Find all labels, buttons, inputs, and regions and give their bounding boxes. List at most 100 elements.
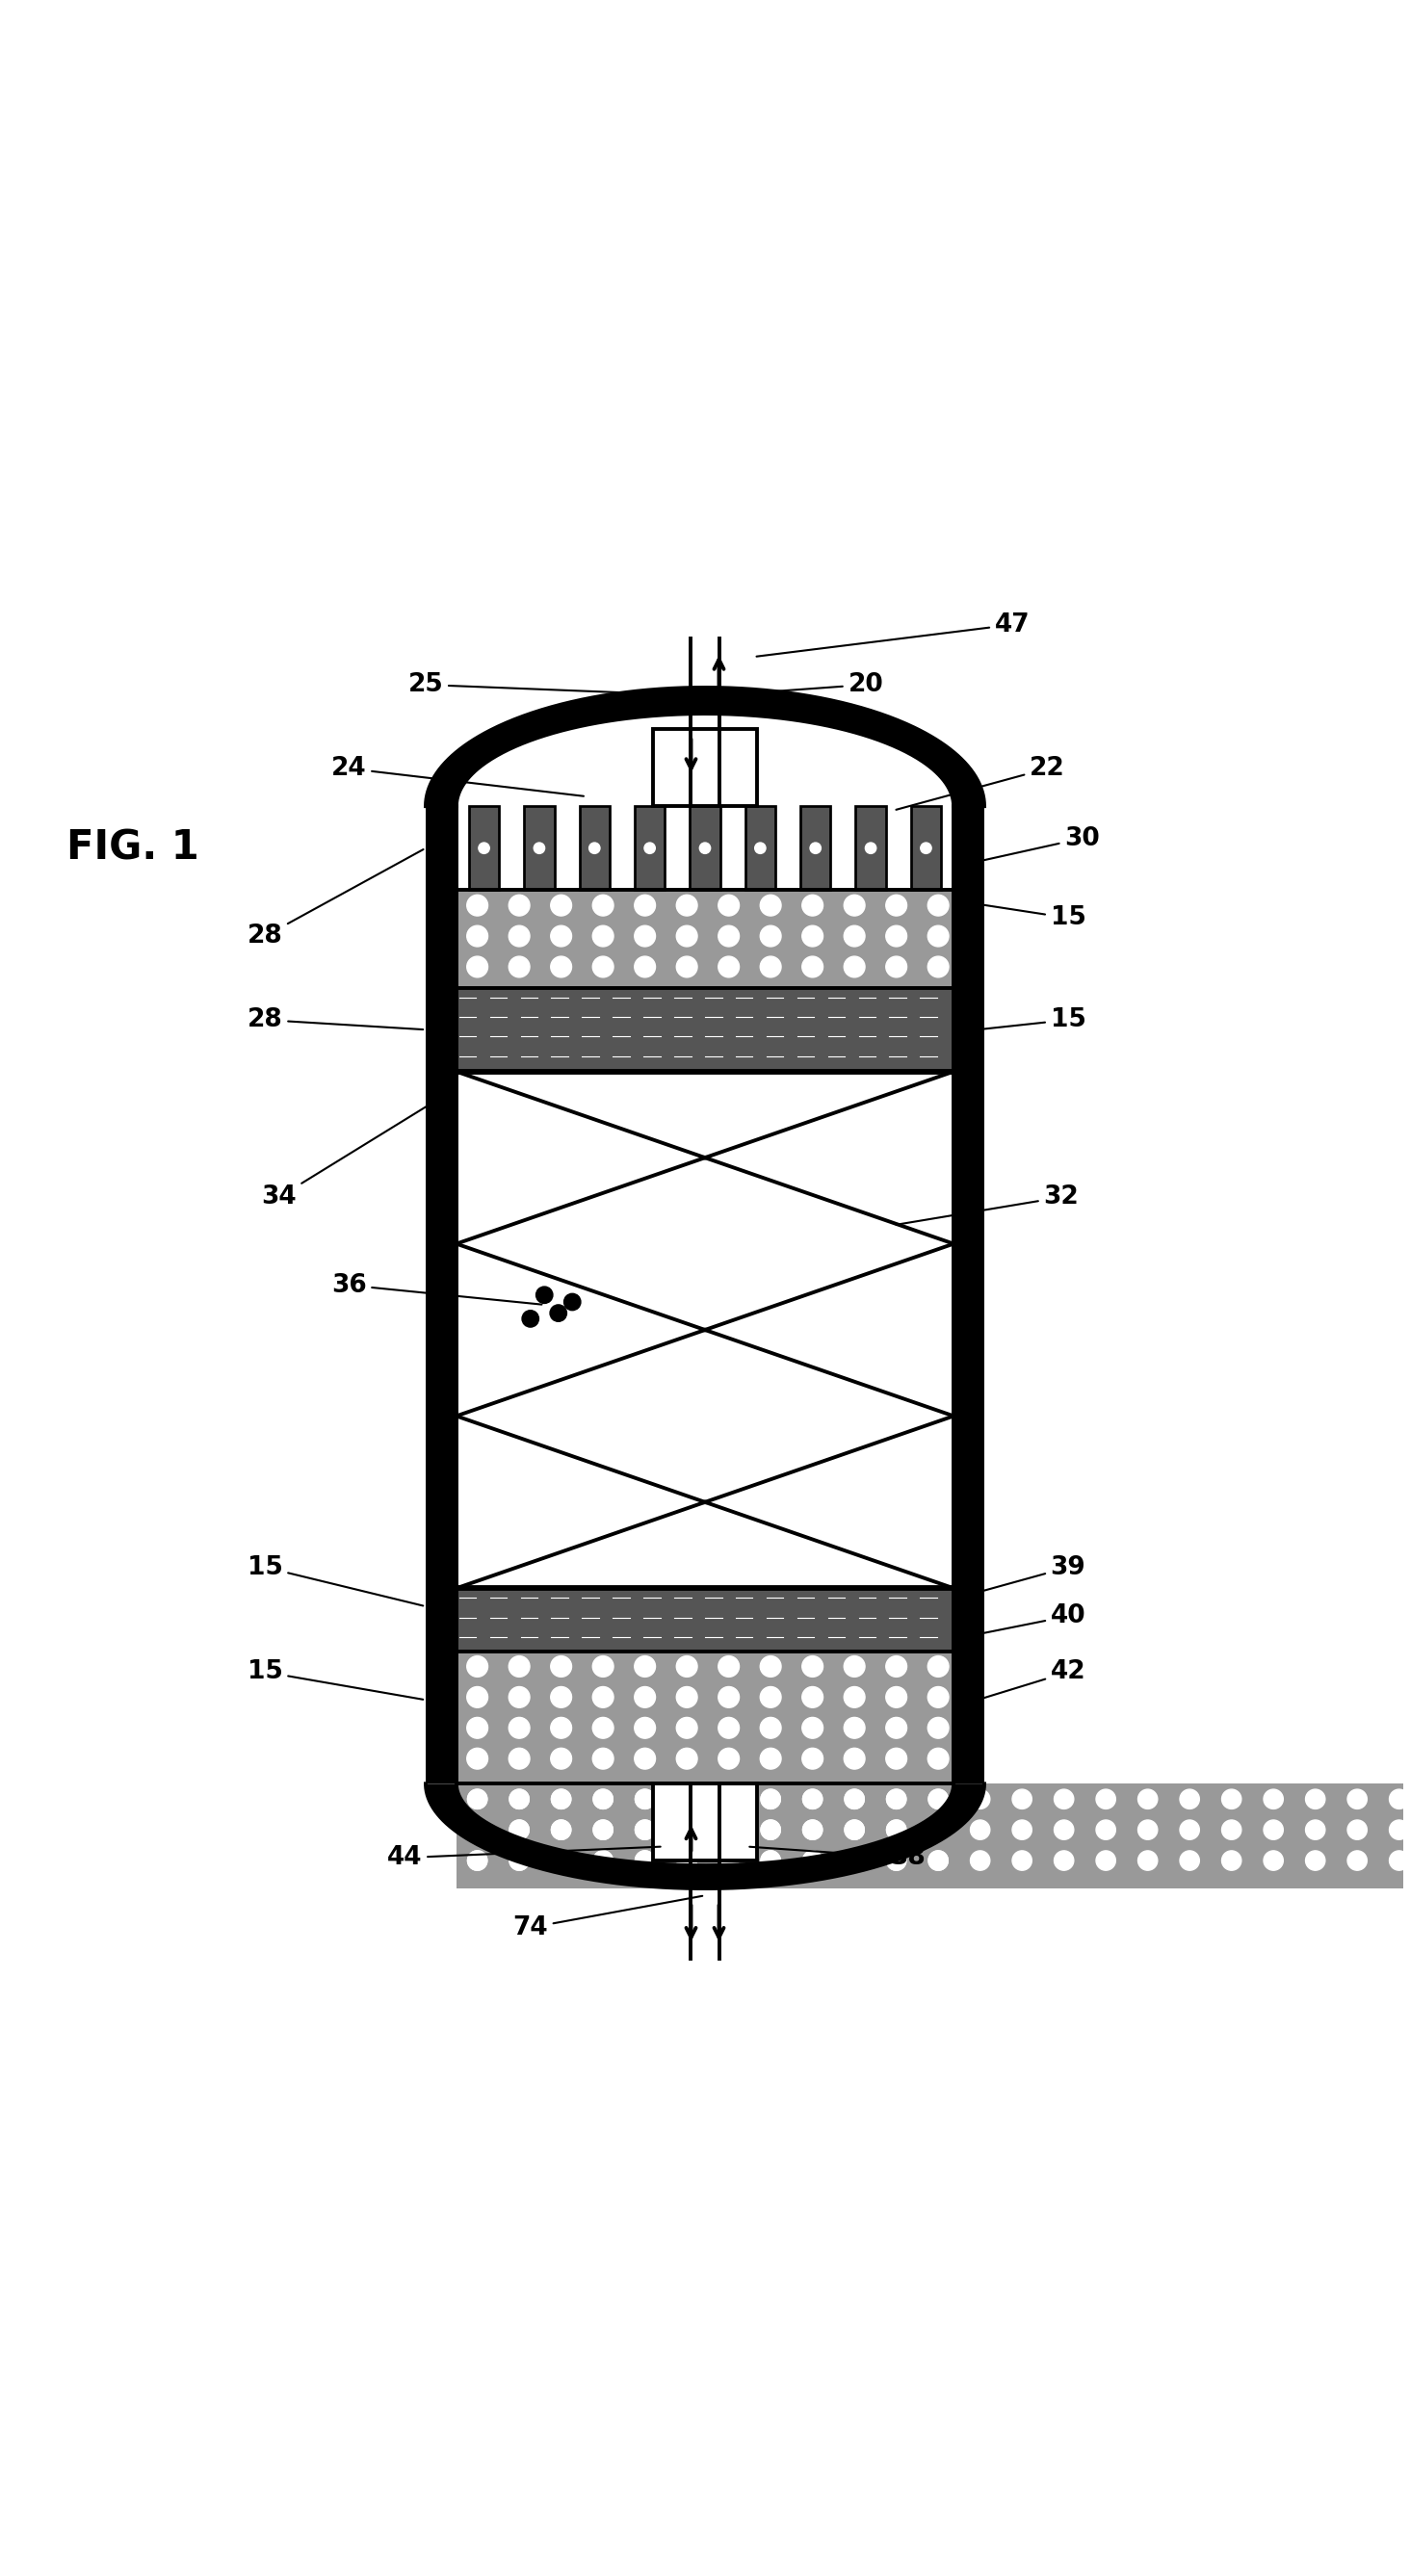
Circle shape	[635, 1850, 654, 1870]
Circle shape	[718, 956, 739, 976]
Circle shape	[761, 1850, 780, 1870]
Text: 28: 28	[247, 850, 423, 948]
Circle shape	[677, 894, 698, 917]
Circle shape	[761, 1821, 780, 1839]
Circle shape	[1221, 1850, 1241, 1870]
Circle shape	[592, 956, 613, 976]
Circle shape	[718, 894, 739, 917]
Circle shape	[677, 1687, 698, 1708]
Circle shape	[845, 956, 864, 976]
Circle shape	[719, 1790, 739, 1808]
Circle shape	[635, 1790, 654, 1808]
Circle shape	[551, 1656, 571, 1677]
Circle shape	[635, 1821, 654, 1839]
Text: 44: 44	[388, 1844, 660, 1870]
Circle shape	[1263, 1790, 1283, 1808]
Circle shape	[551, 1718, 571, 1739]
Circle shape	[885, 894, 907, 917]
Circle shape	[594, 1850, 613, 1870]
Bar	[457, 891, 953, 987]
Circle shape	[509, 1749, 530, 1770]
Text: 42: 42	[980, 1659, 1086, 1700]
Text: 22: 22	[897, 755, 1065, 809]
Circle shape	[885, 1687, 907, 1708]
Circle shape	[677, 1790, 697, 1808]
Circle shape	[802, 1790, 822, 1808]
Circle shape	[509, 1821, 529, 1839]
Circle shape	[885, 925, 907, 945]
Circle shape	[887, 1790, 907, 1808]
Bar	[580, 806, 609, 891]
Circle shape	[1055, 1790, 1073, 1808]
Polygon shape	[426, 688, 984, 806]
Circle shape	[719, 1850, 739, 1870]
Circle shape	[1012, 1790, 1032, 1808]
Bar	[911, 806, 940, 891]
Text: 24: 24	[331, 755, 584, 796]
Circle shape	[761, 1790, 780, 1808]
Text: 15: 15	[980, 1007, 1086, 1033]
Circle shape	[509, 1790, 529, 1808]
Circle shape	[887, 1790, 907, 1808]
Circle shape	[551, 1821, 571, 1839]
Circle shape	[1012, 1821, 1032, 1839]
Circle shape	[845, 1749, 864, 1770]
Circle shape	[1180, 1850, 1200, 1870]
Circle shape	[468, 1821, 486, 1839]
Circle shape	[802, 1718, 823, 1739]
Circle shape	[928, 1656, 949, 1677]
Circle shape	[509, 1656, 530, 1677]
Circle shape	[885, 1656, 907, 1677]
Circle shape	[719, 1821, 739, 1839]
Text: 15: 15	[247, 1556, 423, 1605]
Circle shape	[845, 1656, 864, 1677]
Circle shape	[802, 956, 823, 976]
Text: 74: 74	[513, 1896, 702, 1940]
Circle shape	[1055, 1821, 1073, 1839]
Circle shape	[845, 925, 864, 945]
Circle shape	[928, 1850, 948, 1870]
Circle shape	[1096, 1850, 1115, 1870]
Circle shape	[509, 925, 530, 945]
Circle shape	[467, 1749, 488, 1770]
Circle shape	[550, 1306, 567, 1321]
Circle shape	[845, 894, 864, 917]
Circle shape	[635, 1850, 654, 1870]
Circle shape	[1138, 1850, 1158, 1870]
Bar	[953, 806, 984, 1783]
Circle shape	[551, 1850, 571, 1870]
Circle shape	[1096, 1790, 1115, 1808]
Circle shape	[677, 1821, 697, 1839]
Circle shape	[866, 842, 876, 853]
Bar	[653, 729, 757, 806]
Circle shape	[760, 894, 781, 917]
Circle shape	[1263, 1850, 1283, 1870]
Circle shape	[1306, 1850, 1325, 1870]
Circle shape	[928, 894, 949, 917]
Circle shape	[802, 925, 823, 945]
Circle shape	[589, 842, 601, 853]
Circle shape	[970, 1821, 990, 1839]
Text: 36: 36	[331, 1273, 541, 1303]
Circle shape	[509, 1790, 529, 1808]
Circle shape	[887, 1850, 907, 1870]
Circle shape	[1389, 1790, 1409, 1808]
Circle shape	[509, 894, 530, 917]
Circle shape	[551, 1821, 571, 1839]
Circle shape	[760, 1749, 781, 1770]
Circle shape	[718, 925, 739, 945]
Circle shape	[845, 1687, 864, 1708]
Circle shape	[1389, 1821, 1409, 1839]
Circle shape	[594, 1790, 613, 1808]
Circle shape	[1306, 1821, 1325, 1839]
Circle shape	[551, 1790, 571, 1808]
Circle shape	[970, 1850, 990, 1870]
Circle shape	[592, 925, 613, 945]
Circle shape	[754, 842, 766, 853]
Circle shape	[802, 1790, 822, 1808]
Circle shape	[1180, 1821, 1200, 1839]
Bar	[457, 1783, 953, 1888]
Circle shape	[921, 842, 932, 853]
Bar	[653, 1783, 757, 1860]
Circle shape	[1221, 1821, 1241, 1839]
